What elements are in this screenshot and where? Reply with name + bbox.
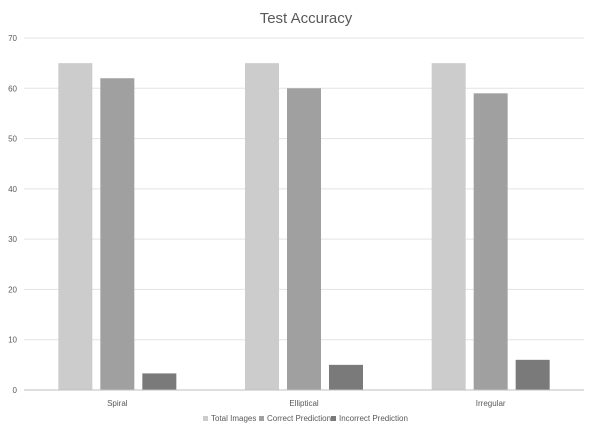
y-axis-tick-labels: 0 10 20 30 40 50 60 70 — [8, 34, 17, 395]
legend-label: Incorrect Prediction — [339, 414, 408, 423]
x-axis-category-labels: Spiral Elliptical Irregular — [107, 399, 506, 408]
bar-elliptical-incorrect-prediction — [329, 364, 363, 390]
y-tick-label: 20 — [8, 285, 17, 294]
bar-spiral-incorrect-prediction — [142, 373, 177, 390]
legend-swatch — [203, 416, 208, 421]
legend: Total Images Correct Prediction Incorrect … — [203, 414, 408, 423]
bar-irregular-incorrect-prediction — [515, 359, 550, 390]
bar-elliptical-correct-prediction — [287, 88, 321, 391]
category-label: Spiral — [107, 399, 128, 408]
y-tick-label: 10 — [8, 336, 17, 345]
bar-elliptical-total-images — [245, 63, 279, 391]
bar-irregular-correct-prediction — [473, 93, 508, 391]
y-tick-label: 0 — [13, 386, 18, 395]
bar-spiral-correct-prediction — [100, 78, 135, 390]
legend-label: Total Images — [211, 414, 256, 423]
legend-swatch — [331, 416, 336, 421]
y-tick-label: 30 — [8, 235, 17, 244]
legend-label: Correct Prediction — [267, 414, 331, 423]
bar-spiral-total-images — [58, 63, 93, 391]
legend-swatch — [259, 416, 264, 421]
y-tick-label: 70 — [8, 34, 17, 43]
y-tick-label: 60 — [8, 84, 17, 93]
chart-title: Test Accuracy — [260, 10, 353, 27]
category-label: Irregular — [476, 399, 506, 408]
bar-irregular-total-images — [431, 63, 466, 391]
bars — [58, 63, 550, 391]
category-label: Elliptical — [289, 399, 319, 408]
y-tick-label: 50 — [8, 135, 17, 144]
y-tick-label: 40 — [8, 185, 17, 194]
